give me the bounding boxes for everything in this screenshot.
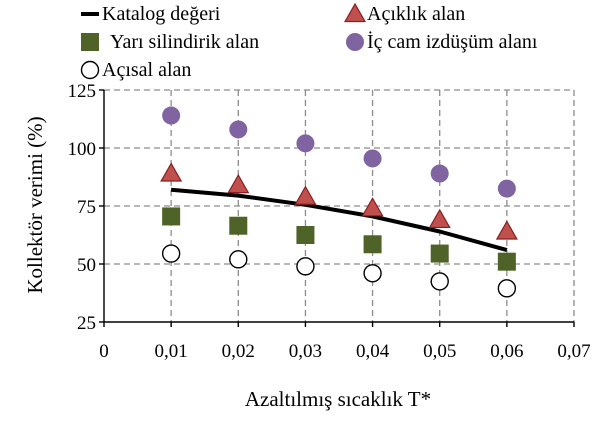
legend-item: İç cam izdüşüm alanı (346, 30, 538, 53)
legend-label: Açısal alan (102, 59, 191, 81)
series-1 (160, 162, 518, 240)
data-point (296, 226, 315, 244)
data-point (229, 250, 248, 269)
legend-marker-icon (81, 33, 99, 51)
data-point (497, 279, 517, 298)
data-point (162, 207, 181, 226)
data-point (363, 235, 382, 254)
data-point (294, 185, 317, 205)
series-2 (162, 207, 516, 271)
plot-area (160, 106, 518, 298)
legend-marker-icon (343, 2, 367, 23)
x-tick-label: 0,02 (222, 341, 255, 362)
x-tick-label: 0,01 (155, 341, 188, 362)
series-0 (170, 187, 508, 253)
tick-labels: 0 0,01 0,02 0,03 0,04 0,05 0,06 0,07 25 50 75 100 12… (68, 81, 591, 362)
y-tick-label: 50 (77, 255, 96, 276)
x-tick-label: 0 (99, 341, 109, 362)
data-point (430, 272, 449, 291)
data-point (497, 252, 516, 271)
legend-label: İç cam izdüşüm alanı (367, 30, 538, 53)
data-point (361, 197, 384, 217)
y-tick-label: 100 (68, 139, 97, 160)
data-point (428, 208, 451, 229)
x-tick-label: 0,03 (289, 341, 322, 362)
axes (99, 89, 575, 327)
x-tick-label: 0,05 (423, 341, 456, 362)
series-4 (161, 244, 517, 298)
data-point (162, 106, 181, 125)
legend-label: Yarı silindirik alan (110, 31, 259, 53)
legend-label: Açıklık alan (367, 3, 465, 25)
series-line (170, 187, 508, 253)
x-tick-label: 0,06 (490, 341, 523, 362)
legend-item: Katalog değeri (81, 3, 221, 25)
legend-item: Açıklık alan (343, 2, 465, 25)
data-point (495, 220, 518, 240)
legend-marker-icon (80, 60, 100, 80)
x-axis-title: Azaltılmış sıcaklık T* (245, 387, 431, 411)
legend-marker-icon (346, 33, 364, 51)
y-tick-label: 125 (68, 81, 97, 102)
data-point (229, 216, 248, 235)
data-point (430, 244, 449, 263)
y-axis-title: Kollektör verimi (%) (23, 116, 47, 293)
data-point (296, 257, 315, 276)
data-point (229, 120, 248, 139)
data-point (296, 134, 315, 153)
legend-item: Yarı silindirik alan (81, 31, 259, 53)
y-tick-label: 25 (77, 313, 96, 334)
series-3 (162, 106, 516, 198)
data-point (430, 164, 449, 183)
legend-item: Açısal alan (80, 59, 191, 81)
data-point (497, 179, 516, 198)
legend: Katalog değeri Açıklık alan Yarı silindiri… (80, 2, 538, 81)
y-tick-label: 75 (77, 197, 96, 218)
data-point (161, 244, 181, 263)
legend-label: Katalog değeri (102, 3, 221, 25)
data-point (160, 162, 183, 182)
data-point (227, 173, 250, 194)
data-point (363, 149, 382, 168)
x-tick-label: 0,04 (356, 341, 390, 362)
x-tick-label: 0,07 (557, 341, 590, 362)
data-point (363, 264, 382, 283)
